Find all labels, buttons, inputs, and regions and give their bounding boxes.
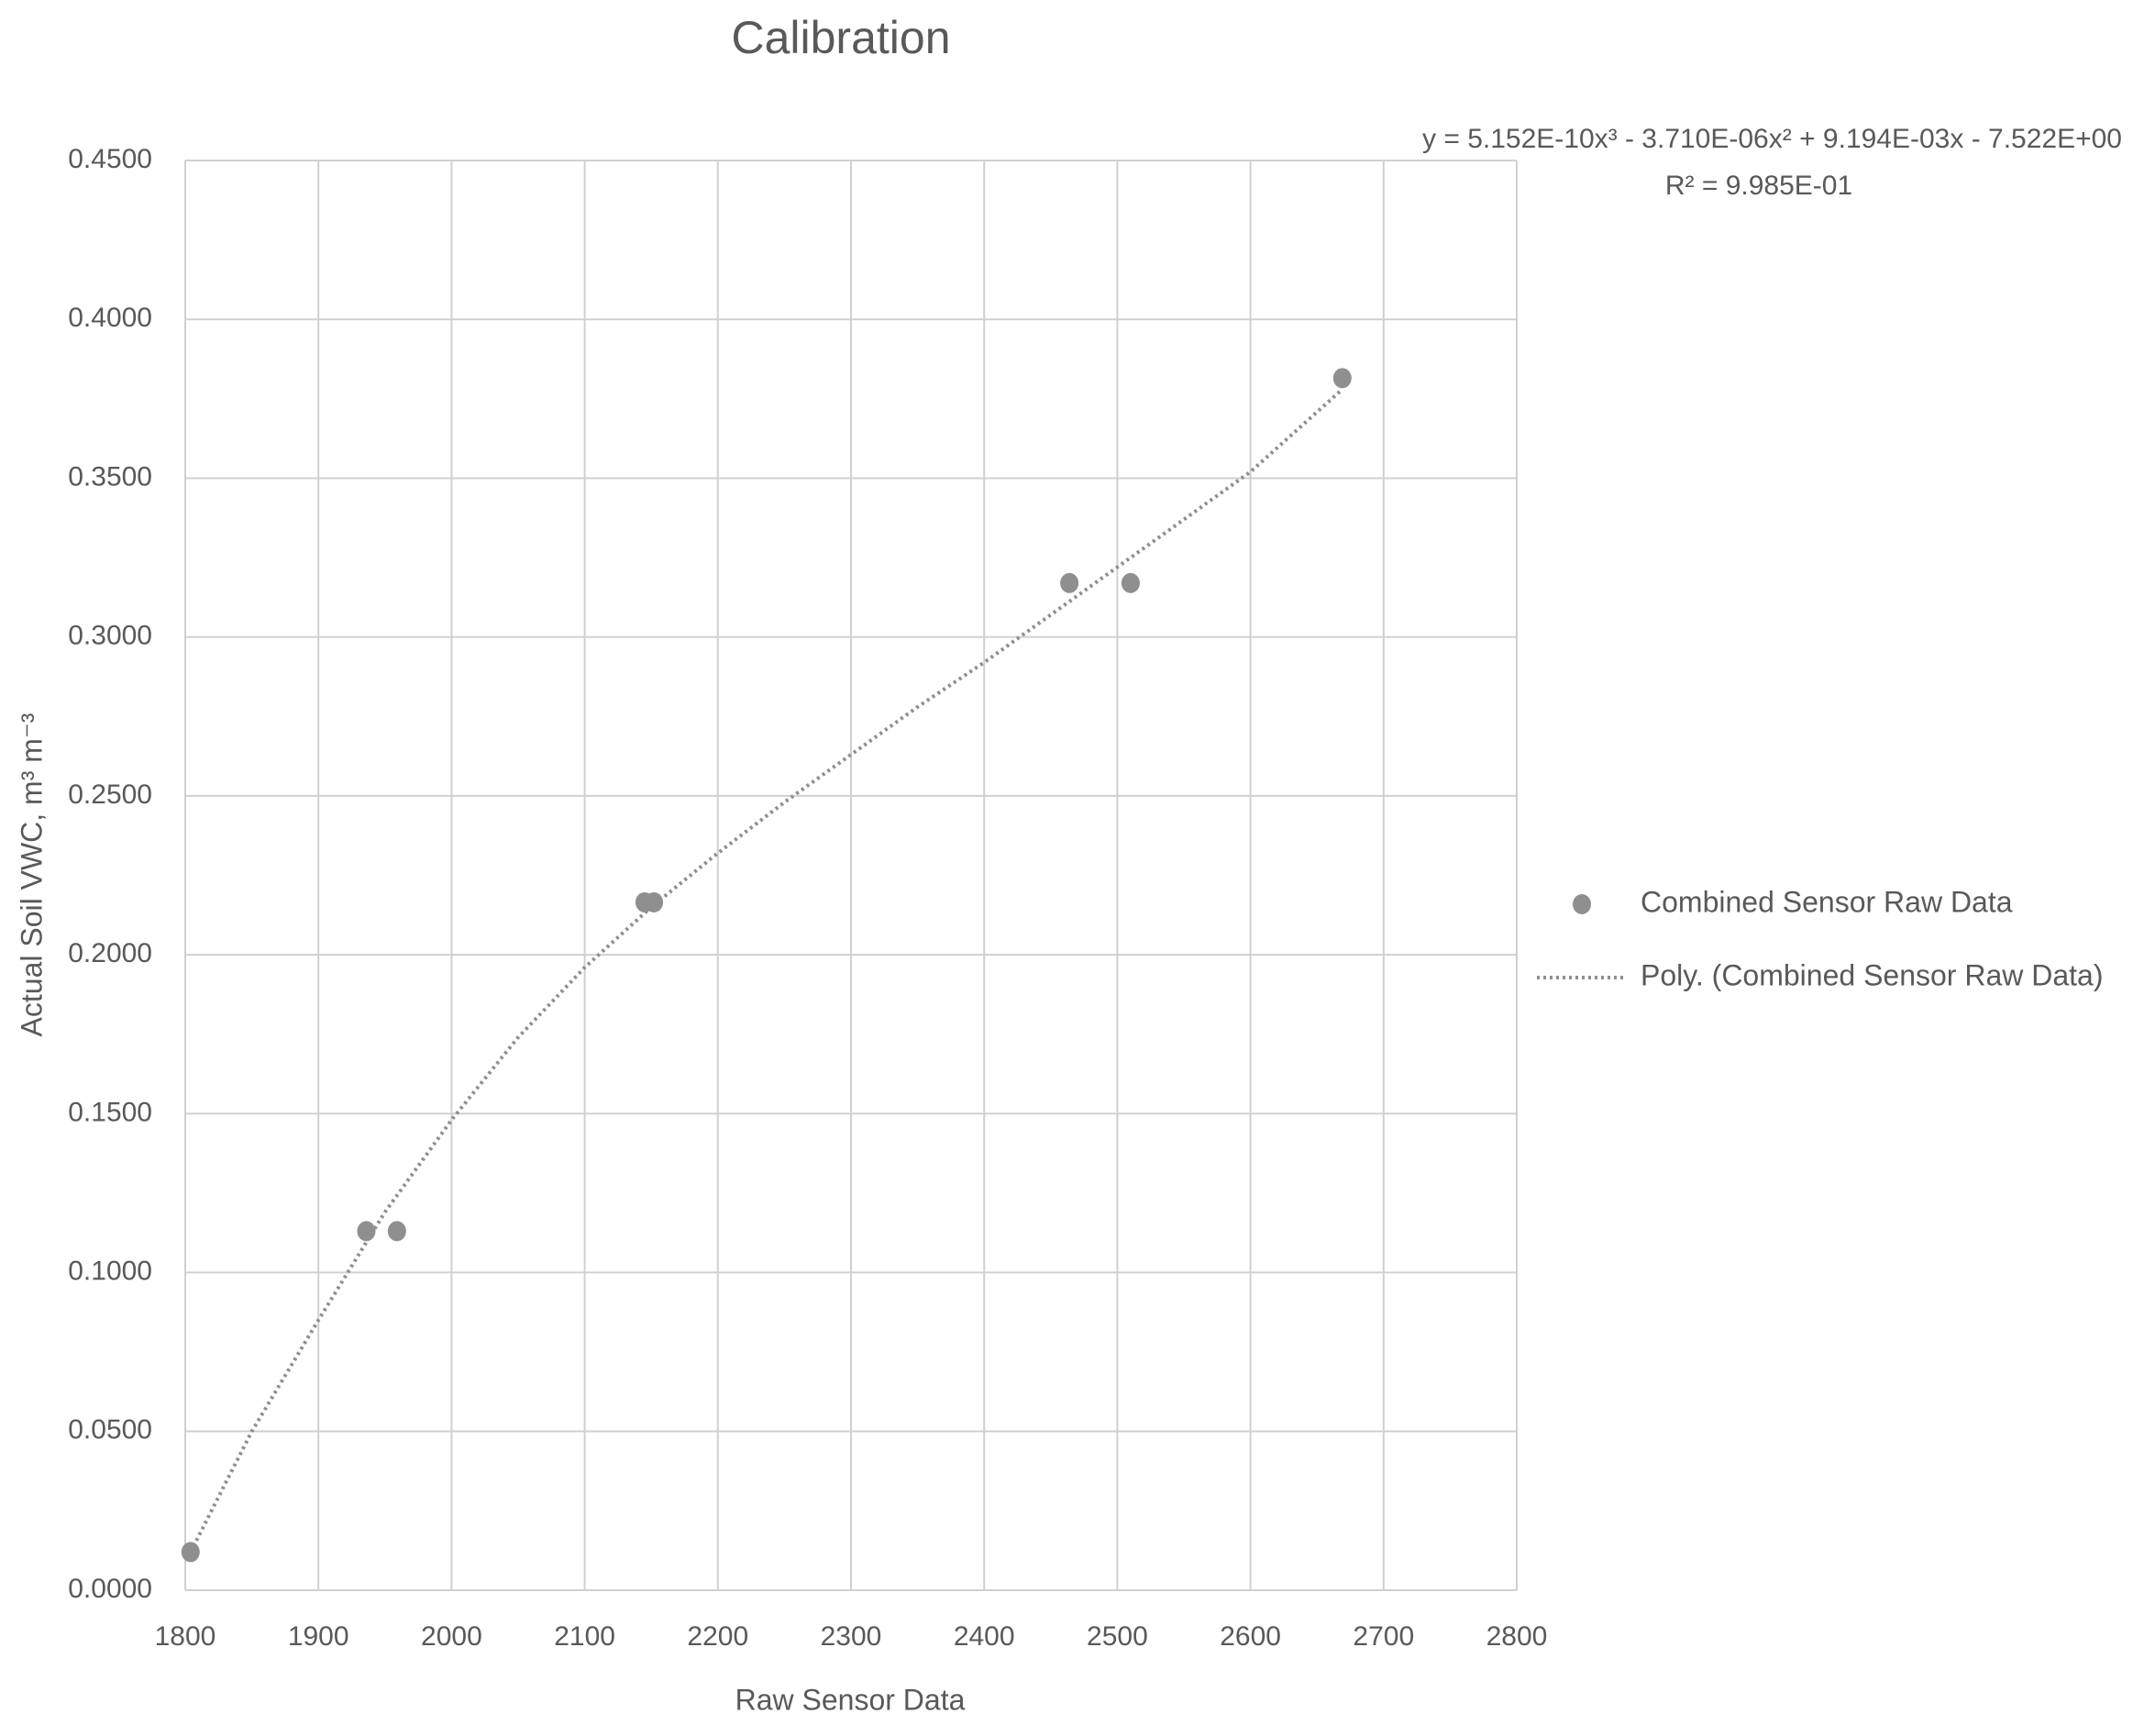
x-tick-label: 1800 [155, 1621, 216, 1652]
x-tick-label: 2500 [1087, 1621, 1148, 1652]
x-tick-label: 2600 [1220, 1621, 1281, 1652]
x-tick-label: 2000 [421, 1621, 482, 1652]
data-point [645, 891, 664, 912]
y-tick-label: 0.1500 [68, 1097, 152, 1127]
y-axis-label: Actual Soil VWC, m³ m⁻³ [15, 713, 48, 1036]
x-tick-label: 2100 [554, 1621, 615, 1652]
trend-equation: y = 5.152E-10x³ - 3.710E-06x² + 9.194E-0… [1422, 124, 2122, 154]
x-tick-label: 2700 [1353, 1621, 1414, 1652]
y-tick-label: 0.2500 [68, 780, 152, 810]
r-squared: R² = 9.985E-01 [1665, 171, 1852, 201]
y-tick-label: 0.2000 [68, 938, 152, 968]
y-tick-label: 0.0500 [68, 1415, 152, 1445]
x-tick-label: 2400 [954, 1621, 1015, 1652]
x-axis-label: Raw Sensor Data [735, 1683, 966, 1716]
x-tick-label: 2300 [821, 1621, 882, 1652]
data-point [357, 1221, 376, 1242]
data-point [387, 1221, 406, 1242]
y-tick-label: 0.4500 [68, 144, 152, 174]
legend-marker [1573, 894, 1591, 914]
y-tick-label: 0.3000 [68, 621, 152, 651]
data-point [1121, 572, 1140, 593]
y-tick-label: 0.3500 [68, 461, 152, 492]
y-tick-label: 0.4000 [68, 303, 152, 333]
x-tick-label: 2800 [1486, 1621, 1548, 1652]
trend-line [189, 387, 1344, 1554]
data-point [1332, 368, 1352, 389]
y-tick-label: 0.1000 [68, 1255, 152, 1286]
legend-label: Poly. (Combined Sensor Raw Data) [1641, 958, 2104, 991]
x-tick-label: 1900 [288, 1621, 349, 1652]
y-tick-label: 0.0000 [68, 1574, 152, 1604]
data-point [1060, 572, 1079, 593]
x-tick-label: 2200 [687, 1621, 748, 1652]
chart-title: Calibration [731, 12, 950, 63]
legend-label: Combined Sensor Raw Data [1641, 885, 2013, 918]
